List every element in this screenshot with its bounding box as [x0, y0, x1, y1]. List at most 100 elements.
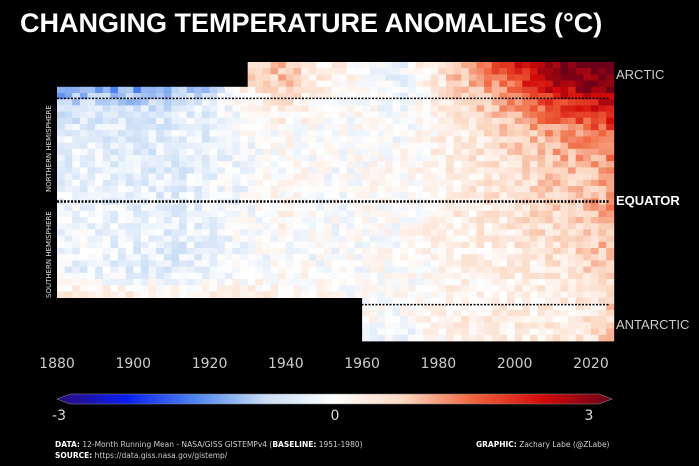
- heatmap-cell: [163, 105, 172, 112]
- heatmap-cell: [186, 279, 195, 286]
- heatmap-cell: [179, 254, 188, 261]
- heatmap-cell: [285, 136, 294, 143]
- heatmap-cell: [209, 279, 218, 286]
- heatmap-cell: [438, 161, 447, 168]
- heatmap-cell: [270, 179, 279, 187]
- heatmap-cell: [57, 254, 66, 261]
- heatmap-cell: [407, 148, 416, 156]
- heatmap-cell: [270, 117, 279, 125]
- heatmap-cell: [224, 136, 233, 143]
- heatmap-cell: [377, 148, 386, 156]
- heatmap-cell: [133, 86, 142, 94]
- heatmap-cell: [232, 167, 241, 174]
- heatmap-cell: [171, 130, 180, 137]
- heatmap-cell: [369, 291, 378, 298]
- heatmap-cell: [224, 235, 233, 243]
- heatmap-cell: [514, 297, 523, 305]
- heatmap-cell: [491, 322, 500, 329]
- heatmap-cell: [560, 260, 569, 267]
- heatmap-cell: [209, 105, 218, 112]
- heatmap-cell: [339, 86, 348, 94]
- heatmap-cell: [606, 229, 615, 236]
- heatmap-cell: [201, 210, 210, 218]
- heatmap-cell: [255, 198, 264, 205]
- heatmap-cell: [369, 74, 378, 81]
- heatmap-cell: [339, 117, 348, 125]
- heatmap-cell: [369, 173, 378, 181]
- heatmap-cell: [308, 74, 317, 81]
- heatmap-cell: [453, 316, 462, 323]
- heatmap-cell: [537, 111, 546, 119]
- heatmap-cell: [514, 148, 523, 156]
- heatmap-cell: [468, 210, 477, 218]
- heatmap-cell: [537, 279, 546, 286]
- heatmap-cell: [545, 204, 554, 212]
- heatmap-cell: [537, 86, 546, 94]
- heatmap-cell: [140, 241, 149, 249]
- heatmap-cell: [316, 223, 325, 230]
- heatmap-cell: [537, 266, 546, 274]
- heatmap-cell: [590, 204, 599, 212]
- heatmap-cell: [583, 291, 592, 298]
- heatmap-cell: [118, 124, 127, 131]
- heatmap-cell: [438, 235, 447, 243]
- heatmap-cell: [346, 229, 355, 236]
- heatmap-cell: [224, 155, 233, 162]
- heatmap-cell: [163, 99, 172, 106]
- heatmap-cell: [323, 86, 332, 94]
- heatmap-cell: [583, 99, 592, 106]
- heatmap-cell: [552, 86, 561, 94]
- heatmap-cell: [484, 254, 493, 261]
- heatmap-cell: [247, 179, 256, 187]
- heatmap-cell: [354, 223, 363, 230]
- heatmap-cell: [369, 272, 378, 280]
- heatmap-cell: [392, 334, 401, 342]
- heatmap-cell: [171, 223, 180, 230]
- heatmap-cell: [240, 142, 249, 150]
- heatmap-cell: [369, 316, 378, 323]
- heatmap-cell: [537, 328, 546, 336]
- heatmap-cell: [308, 111, 317, 119]
- heatmap-cell: [438, 204, 447, 212]
- heatmap-cell: [163, 266, 172, 274]
- heatmap-cell: [331, 136, 340, 143]
- heatmap-cell: [217, 260, 226, 267]
- heatmap-cell: [79, 272, 88, 280]
- heatmap-cell: [87, 167, 96, 174]
- heatmap-cell: [529, 260, 538, 267]
- heatmap-cell: [262, 155, 271, 162]
- heatmap-cell: [598, 186, 607, 193]
- heatmap-cell: [606, 130, 615, 137]
- heatmap-cell: [209, 148, 218, 156]
- heatmap-cell: [583, 167, 592, 174]
- heatmap-cell: [369, 210, 378, 218]
- heatmap-cell: [148, 86, 157, 94]
- heatmap-cell: [583, 223, 592, 230]
- heatmap-cell: [217, 186, 226, 193]
- heatmap-cell: [255, 173, 264, 181]
- heatmap-cell: [232, 124, 241, 131]
- heatmap-cell: [499, 204, 508, 212]
- heatmap-cell: [423, 105, 432, 112]
- heatmap-cell: [278, 99, 287, 106]
- heatmap-cell: [125, 167, 134, 174]
- heatmap-cell: [377, 99, 386, 106]
- heatmap-cell: [171, 124, 180, 131]
- heatmap-cell: [430, 117, 439, 125]
- heatmap-cell: [64, 279, 73, 286]
- heatmap-cell: [461, 155, 470, 162]
- heatmap-cell: [384, 74, 394, 81]
- heatmap-cell: [438, 124, 447, 131]
- heatmap-cell: [125, 223, 134, 230]
- heatmap-cell: [438, 155, 447, 162]
- heatmap-cell: [499, 105, 508, 112]
- heatmap-cell: [560, 217, 569, 224]
- heatmap-cell: [156, 142, 165, 150]
- heatmap-cell: [308, 99, 317, 106]
- heatmap-cell: [529, 322, 538, 329]
- heatmap-cell: [133, 254, 142, 261]
- heatmap-cell: [514, 266, 523, 274]
- heatmap-cell: [545, 186, 554, 193]
- heatmap-cell: [575, 229, 584, 236]
- heatmap-cell: [514, 161, 523, 168]
